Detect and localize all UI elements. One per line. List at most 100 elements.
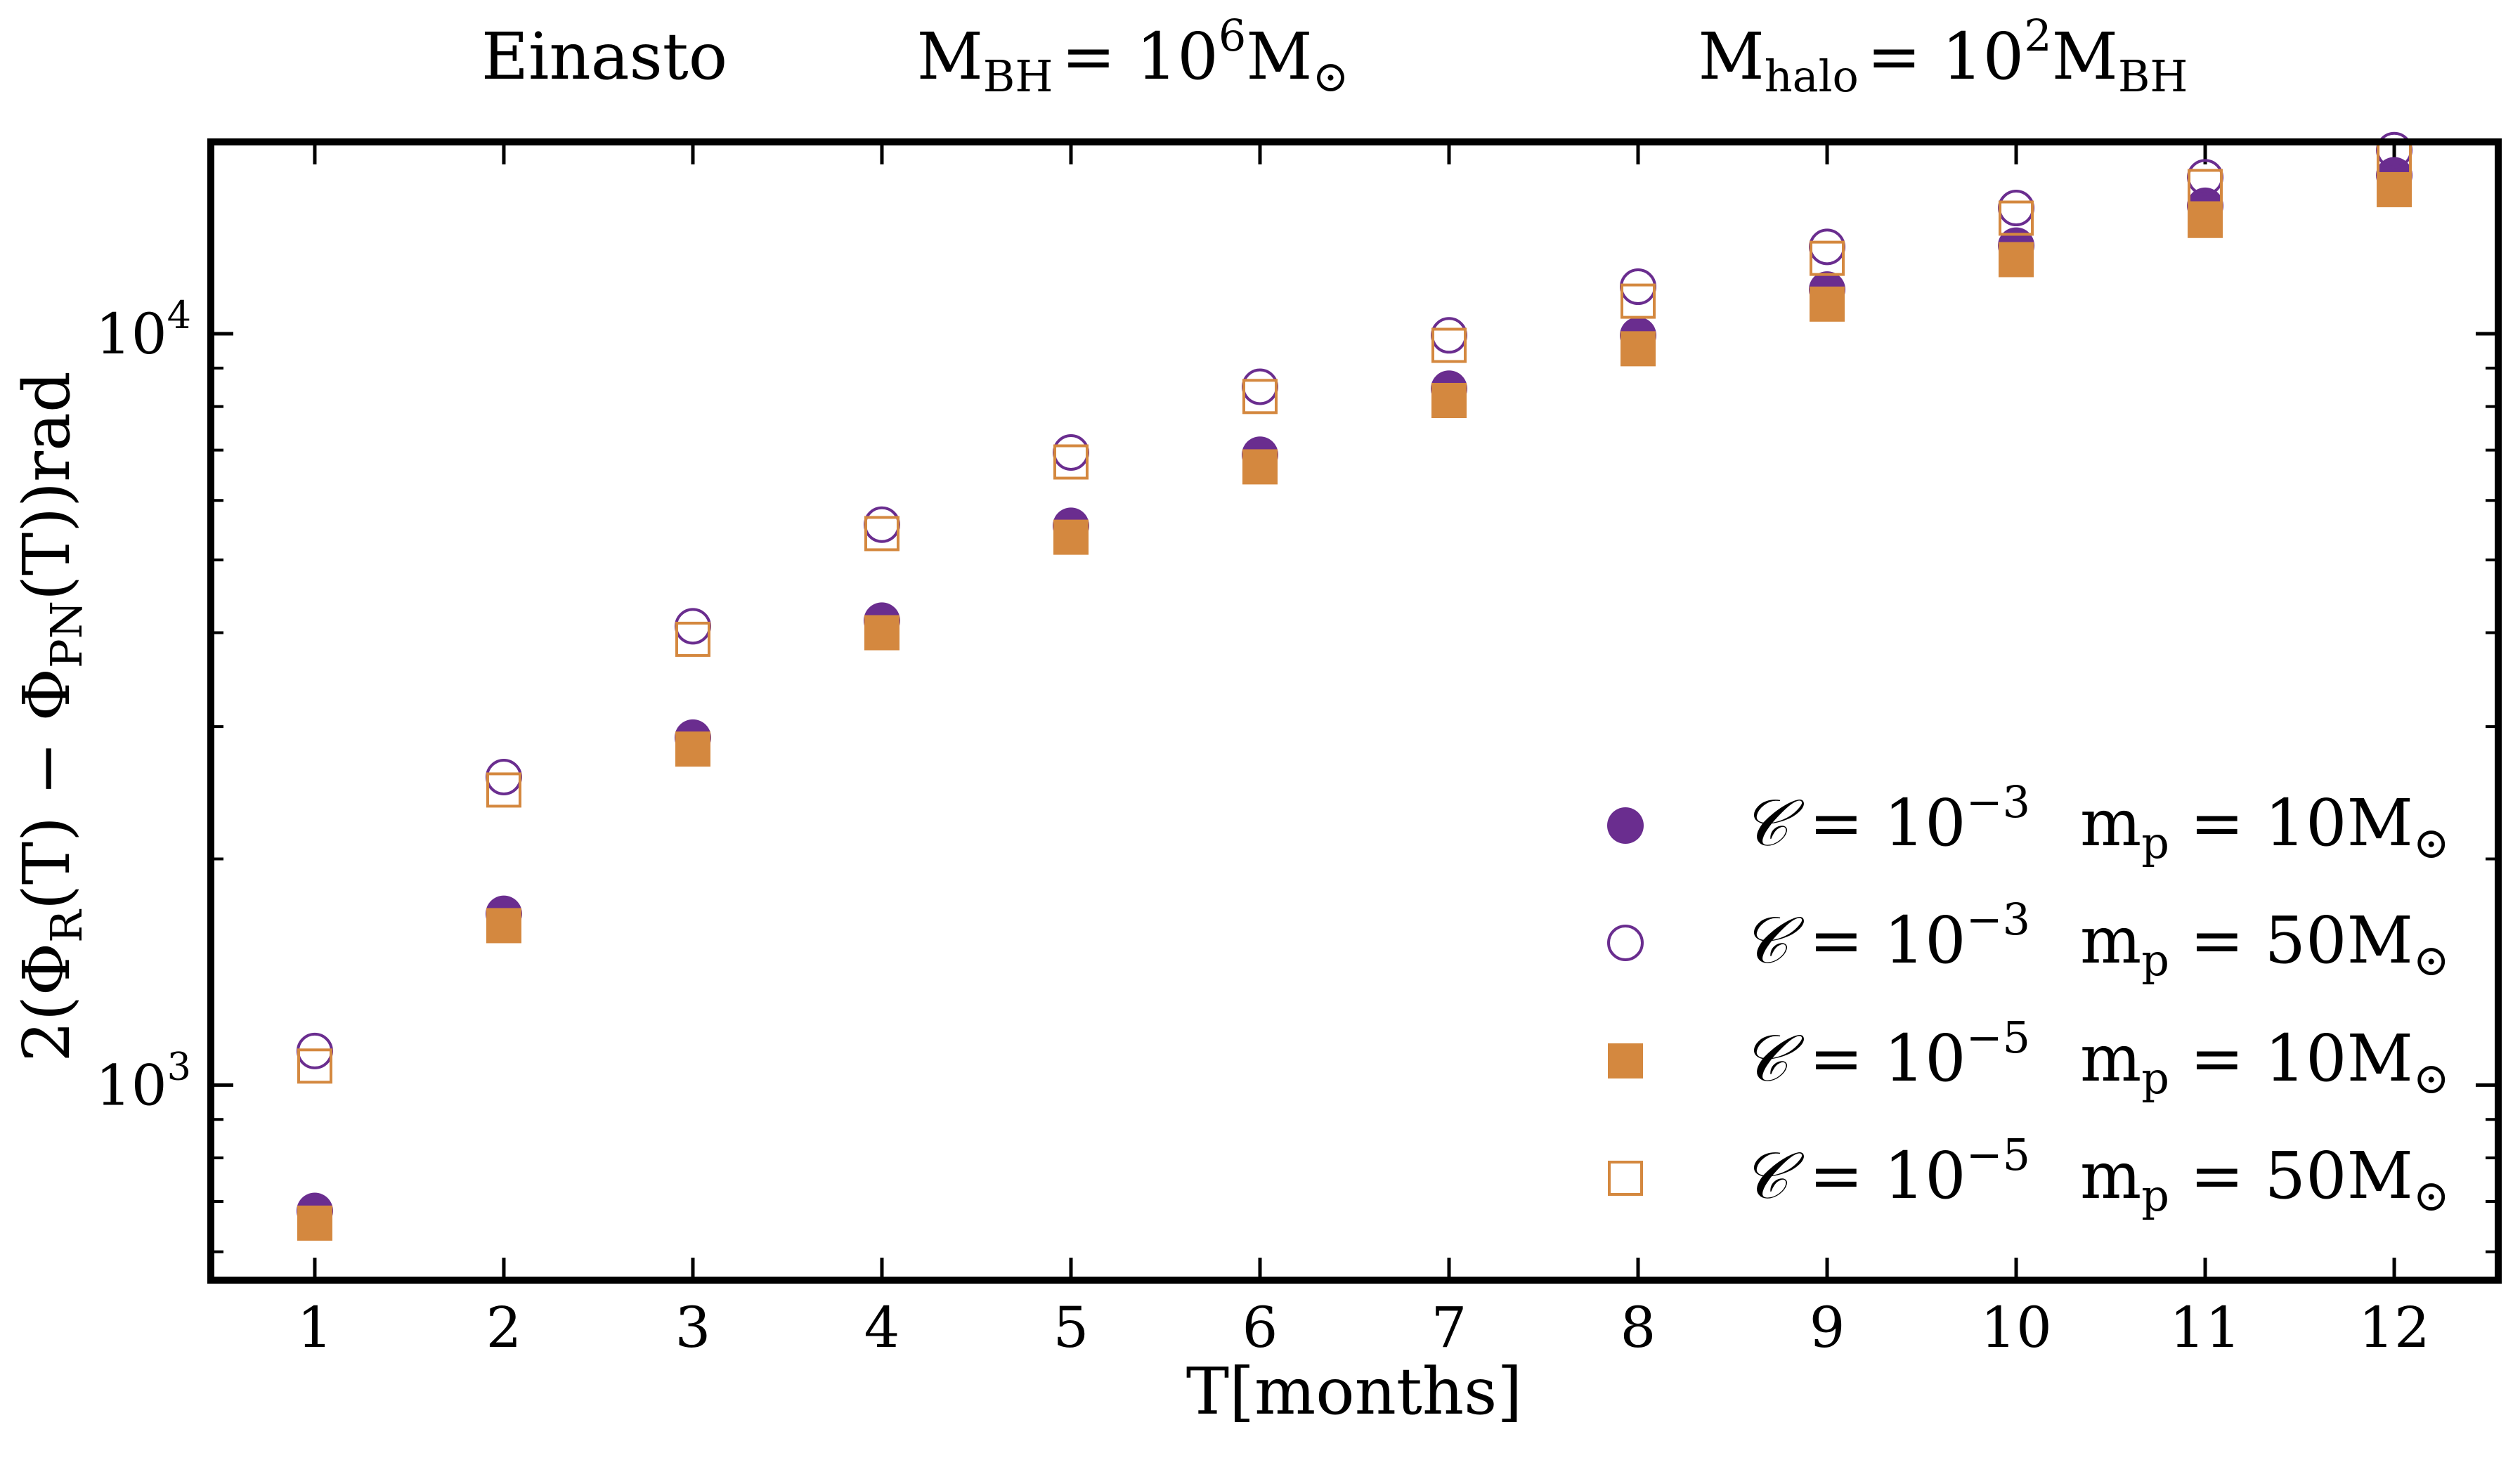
- series-4-point: [486, 772, 521, 808]
- series-3-point: [864, 615, 899, 651]
- legend-m-eq: = 50M: [2169, 903, 2413, 978]
- legend-label-4-c: 𝒞 = 10−5: [1741, 1129, 2030, 1213]
- x-tick-label: 2: [486, 1295, 522, 1360]
- legend-marker-1: [1607, 807, 1644, 844]
- legend-label-4-m: mp = 50M⊙: [2080, 1138, 2450, 1221]
- series-3-point: [675, 731, 710, 767]
- legend-c-eq: = 10: [1788, 903, 1966, 978]
- header-mbh-unit: M: [1246, 19, 1312, 94]
- legend-c-exp: −5: [1966, 1012, 2030, 1063]
- header-mhalo-unit-sub: BH: [2118, 51, 2188, 102]
- x-tick-label: 11: [2169, 1295, 2241, 1360]
- legend-c-exp: −3: [1966, 894, 2030, 945]
- x-tick-label: 9: [1810, 1295, 1845, 1360]
- x-axis-label: T[months]: [1186, 1354, 1522, 1429]
- legend-c-exp: −5: [1966, 1129, 2030, 1180]
- header-mhalo-rhs: = 10: [1867, 19, 2024, 94]
- legend-label-3-c: 𝒞 = 10−5: [1741, 1012, 2030, 1096]
- x-tick-label: 12: [2358, 1295, 2430, 1360]
- legend-c-eq: = 10: [1788, 1138, 1966, 1213]
- legend-m-eq: = 50M: [2169, 1138, 2413, 1213]
- legend-m-symbol: m: [2080, 1138, 2141, 1213]
- legend-m-sub: p: [2141, 1170, 2169, 1221]
- legend-label-2-c: 𝒞 = 10−3: [1741, 894, 2030, 978]
- legend-marker-3: [1608, 1043, 1643, 1078]
- legend-m-eq: = 10M: [2169, 1021, 2413, 1096]
- legend-label-2-m: mp = 50M⊙: [2080, 903, 2450, 986]
- series-4-point: [297, 1048, 332, 1084]
- y-tick-label-exp: 4: [167, 293, 191, 337]
- y-tick-label-base: 10: [96, 1052, 167, 1118]
- header-mbh-base: M: [917, 19, 983, 94]
- series-3-point: [297, 1205, 332, 1241]
- legend-marker-2: [1607, 925, 1644, 961]
- legend-c-eq: = 10: [1788, 786, 1966, 861]
- legend-m-symbol: m: [2080, 786, 2141, 861]
- series-3-point: [1053, 519, 1089, 555]
- x-tick-label: 1: [297, 1295, 333, 1360]
- y-axis-label: 2(ΦR(T) − ΦPN(T))rad: [9, 371, 92, 1062]
- header-mhalo-unit: M: [2052, 19, 2118, 94]
- x-tick-label: 4: [864, 1295, 900, 1360]
- header-mbh-unit-sub: ⊙: [1312, 51, 1349, 102]
- series-4-point: [864, 516, 899, 552]
- legend-m-sub: p: [2141, 934, 2169, 986]
- y-tick-label: 104: [96, 293, 191, 367]
- y-axis-label-sub1: R: [41, 908, 92, 943]
- x-tick-label: 3: [675, 1295, 711, 1360]
- y-tick-label-base: 10: [96, 301, 167, 367]
- header-mhalo-sub: halo: [1765, 51, 1859, 102]
- series-4-point: [1999, 200, 2034, 236]
- legend: 𝒞 = 10−3 mp = 10M⊙𝒞 = 10−3 mp = 50M⊙𝒞 = 10…: [1607, 776, 2450, 1221]
- legend-m-sub: p: [2141, 1052, 2169, 1104]
- legend-c-eq: = 10: [1788, 1021, 1966, 1096]
- series-3-point: [1431, 382, 1467, 418]
- header-profile: Einasto: [481, 19, 727, 94]
- legend-label-1-c: 𝒞 = 10−3: [1741, 776, 2030, 861]
- series-4-point: [1810, 240, 1845, 276]
- plot-frame: [207, 138, 2502, 1284]
- legend-marker-4: [1608, 1161, 1643, 1196]
- legend-m-eq: = 10M: [2169, 786, 2413, 861]
- legend-m-symbol: m: [2080, 1021, 2141, 1096]
- header-mhalo-base: M: [1699, 19, 1765, 94]
- series-3-point: [486, 908, 521, 944]
- header-mbh-rhs: = 10: [1061, 19, 1218, 94]
- x-tick-label: 6: [1242, 1295, 1278, 1360]
- series-3-point: [2377, 171, 2412, 207]
- legend-m-sun: ⊙: [2413, 817, 2450, 868]
- series-4-point: [1053, 444, 1089, 480]
- x-tick-label: 8: [1621, 1295, 1656, 1360]
- data-points: [296, 131, 2413, 1241]
- y-axis-label-sub2: PN: [41, 601, 92, 668]
- series-3-point: [1999, 242, 2034, 278]
- legend-label-3-m: mp = 10M⊙: [2080, 1021, 2450, 1104]
- header-mhalo: Mhalo = 102MBH: [1699, 10, 2188, 102]
- y-axis-label-mid: (T) − Φ: [9, 668, 84, 910]
- x-tick-label: 5: [1053, 1295, 1089, 1360]
- y-axis-label-post: (T))rad: [9, 371, 84, 601]
- header-mhalo-exp: 2: [2024, 10, 2051, 61]
- legend-m-symbol: m: [2080, 903, 2141, 978]
- header-mbh-sub: BH: [983, 51, 1053, 102]
- series-4-point: [675, 621, 710, 657]
- y-axis-label-pre: 2(Φ: [9, 943, 84, 1062]
- header-mbh-exp: 6: [1219, 10, 1246, 61]
- legend-c-exp: −3: [1966, 776, 2030, 828]
- legend-label-1-m: mp = 10M⊙: [2080, 786, 2450, 868]
- series-4-point: [2188, 169, 2223, 204]
- series-3-point: [1810, 286, 1845, 322]
- x-tick-label: 10: [1980, 1295, 2052, 1360]
- series-3-point: [1242, 449, 1278, 485]
- legend-m-sun: ⊙: [2413, 1170, 2450, 1221]
- series-3-point: [2188, 202, 2223, 238]
- series-4-point: [1242, 379, 1278, 415]
- legend-m-sun: ⊙: [2413, 934, 2450, 986]
- header-mbh: MBH = 106M⊙: [917, 10, 1349, 102]
- legend-m-sub: p: [2141, 817, 2169, 868]
- y-tick-label: 103: [96, 1044, 191, 1118]
- series-4-point: [1621, 283, 1656, 319]
